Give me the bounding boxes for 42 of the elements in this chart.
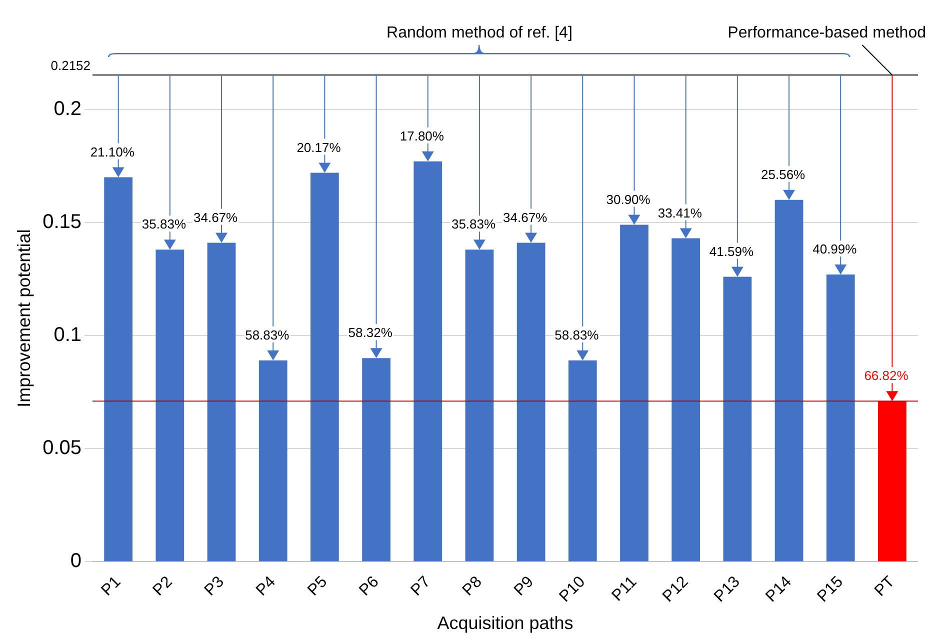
annotation: 34.67% — [503, 210, 548, 225]
x-tick-label: P8 — [460, 573, 486, 600]
annotation: 34.67% — [194, 210, 238, 225]
y-tick-label: 0.05 — [42, 437, 82, 460]
x-tick-label: PT — [872, 573, 898, 600]
y-tick-label: 0.15 — [42, 210, 82, 233]
annotation: 35.83% — [451, 216, 496, 232]
annotation: 33.41% — [658, 205, 702, 220]
y-tick-label: 0 — [70, 550, 82, 572]
x-tick-label: P9 — [511, 573, 538, 600]
annotation: 25.56% — [761, 166, 806, 182]
annotation: 20.17% — [296, 140, 342, 155]
x-tick-label: P7 — [408, 573, 434, 600]
x-tick-label: P2 — [150, 573, 176, 600]
x-tick-label: P3 — [202, 573, 228, 600]
annotation: 40.99% — [812, 242, 858, 257]
x-tick-label: P15 — [814, 573, 847, 606]
x-tick-label: P4 — [253, 573, 280, 600]
annotation: 41.59% — [709, 244, 754, 259]
annotation: 30.90% — [606, 192, 651, 207]
annotation: 35.83% — [142, 216, 186, 232]
annotation: 58.83% — [554, 327, 600, 342]
ref-line-label: 0.2152 — [50, 58, 91, 74]
x-tick-label: P6 — [356, 573, 382, 600]
x-tick-label: P1 — [98, 573, 124, 600]
annotation: 58.83% — [245, 327, 290, 342]
annotation: Performance-based method — [728, 24, 926, 42]
x-tick-label: P11 — [608, 573, 640, 605]
annotation: 58.32% — [348, 325, 393, 340]
y-tick-label: 0.1 — [54, 324, 82, 346]
y-tick-label: 0.2 — [54, 98, 82, 120]
x-axis-title: Acquisition paths — [437, 613, 574, 634]
x-tick-label: P5 — [304, 573, 331, 600]
text: Random method of ref. [4] — [386, 24, 572, 42]
x-tick-label: P14 — [762, 573, 796, 606]
annotation: 66.82% — [864, 368, 909, 384]
annotation: 21.10% — [90, 144, 135, 160]
y-axis-title: Improvement potential — [14, 229, 34, 408]
x-tick-label: P12 — [660, 573, 692, 606]
x-tick-label: P13 — [711, 573, 744, 606]
annotation: 17.80% — [400, 128, 444, 144]
x-tick-label: P10 — [556, 573, 589, 606]
